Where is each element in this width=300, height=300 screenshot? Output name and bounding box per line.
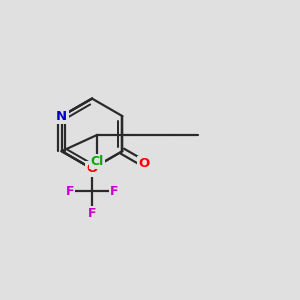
Text: F: F [88,207,96,220]
Text: O: O [86,162,98,175]
Text: O: O [139,157,150,170]
Text: F: F [110,184,118,197]
Text: F: F [65,184,74,197]
Text: Cl: Cl [91,155,104,168]
Text: N: N [56,110,67,123]
